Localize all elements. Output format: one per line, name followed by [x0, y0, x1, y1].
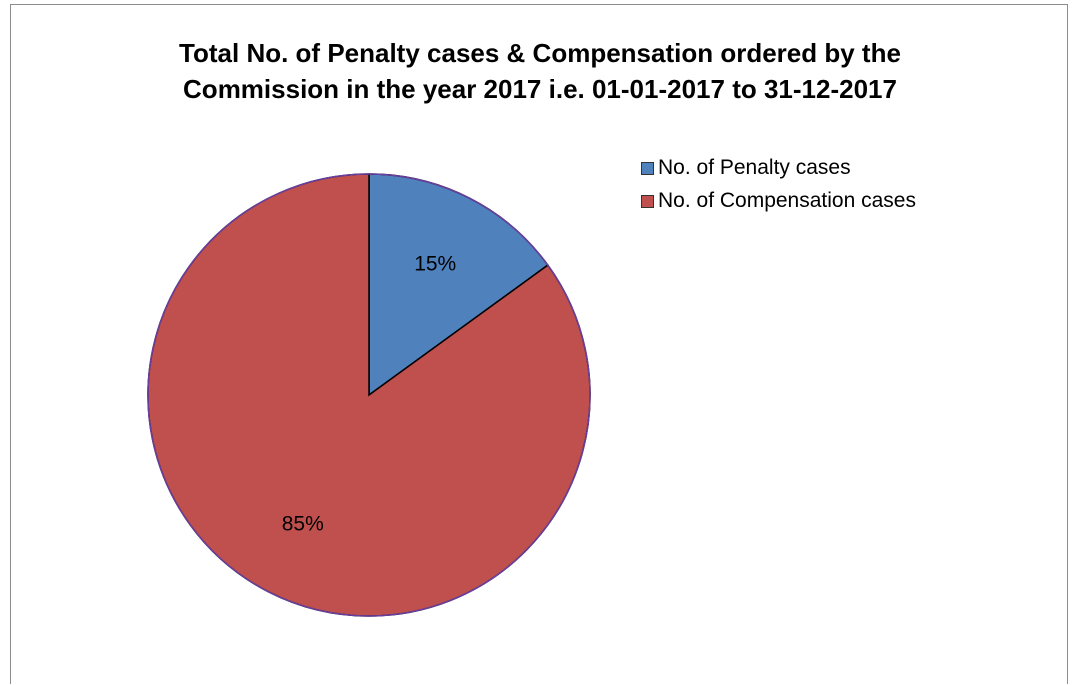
legend-label-compensation: No. of Compensation cases [658, 189, 916, 212]
legend: No. of Penalty cases No. of Compensation… [641, 153, 916, 219]
pie-outline [147, 173, 591, 617]
data-label-compensation: 85% [282, 513, 324, 536]
legend-item-compensation: No. of Compensation cases [641, 186, 916, 216]
chart-frame: Total No. of Penalty cases & Compensatio… [10, 4, 1068, 684]
chart-title: Total No. of Penalty cases & Compensatio… [11, 35, 1069, 107]
legend-label-penalty: No. of Penalty cases [658, 156, 851, 179]
chart-title-line-2: Commission in the year 2017 i.e. 01-01-2… [183, 74, 897, 104]
legend-swatch-penalty [641, 161, 654, 175]
legend-item-penalty: No. of Penalty cases [641, 153, 916, 183]
legend-swatch-compensation [641, 194, 654, 208]
data-label-penalty: 15% [414, 253, 456, 276]
chart-title-line-1: Total No. of Penalty cases & Compensatio… [179, 38, 901, 68]
pie-chart: 15% 85% [147, 173, 591, 617]
